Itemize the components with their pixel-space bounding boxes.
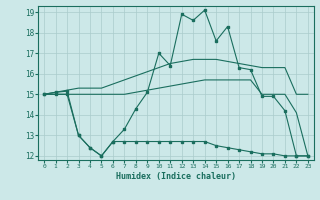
X-axis label: Humidex (Indice chaleur): Humidex (Indice chaleur) bbox=[116, 172, 236, 181]
